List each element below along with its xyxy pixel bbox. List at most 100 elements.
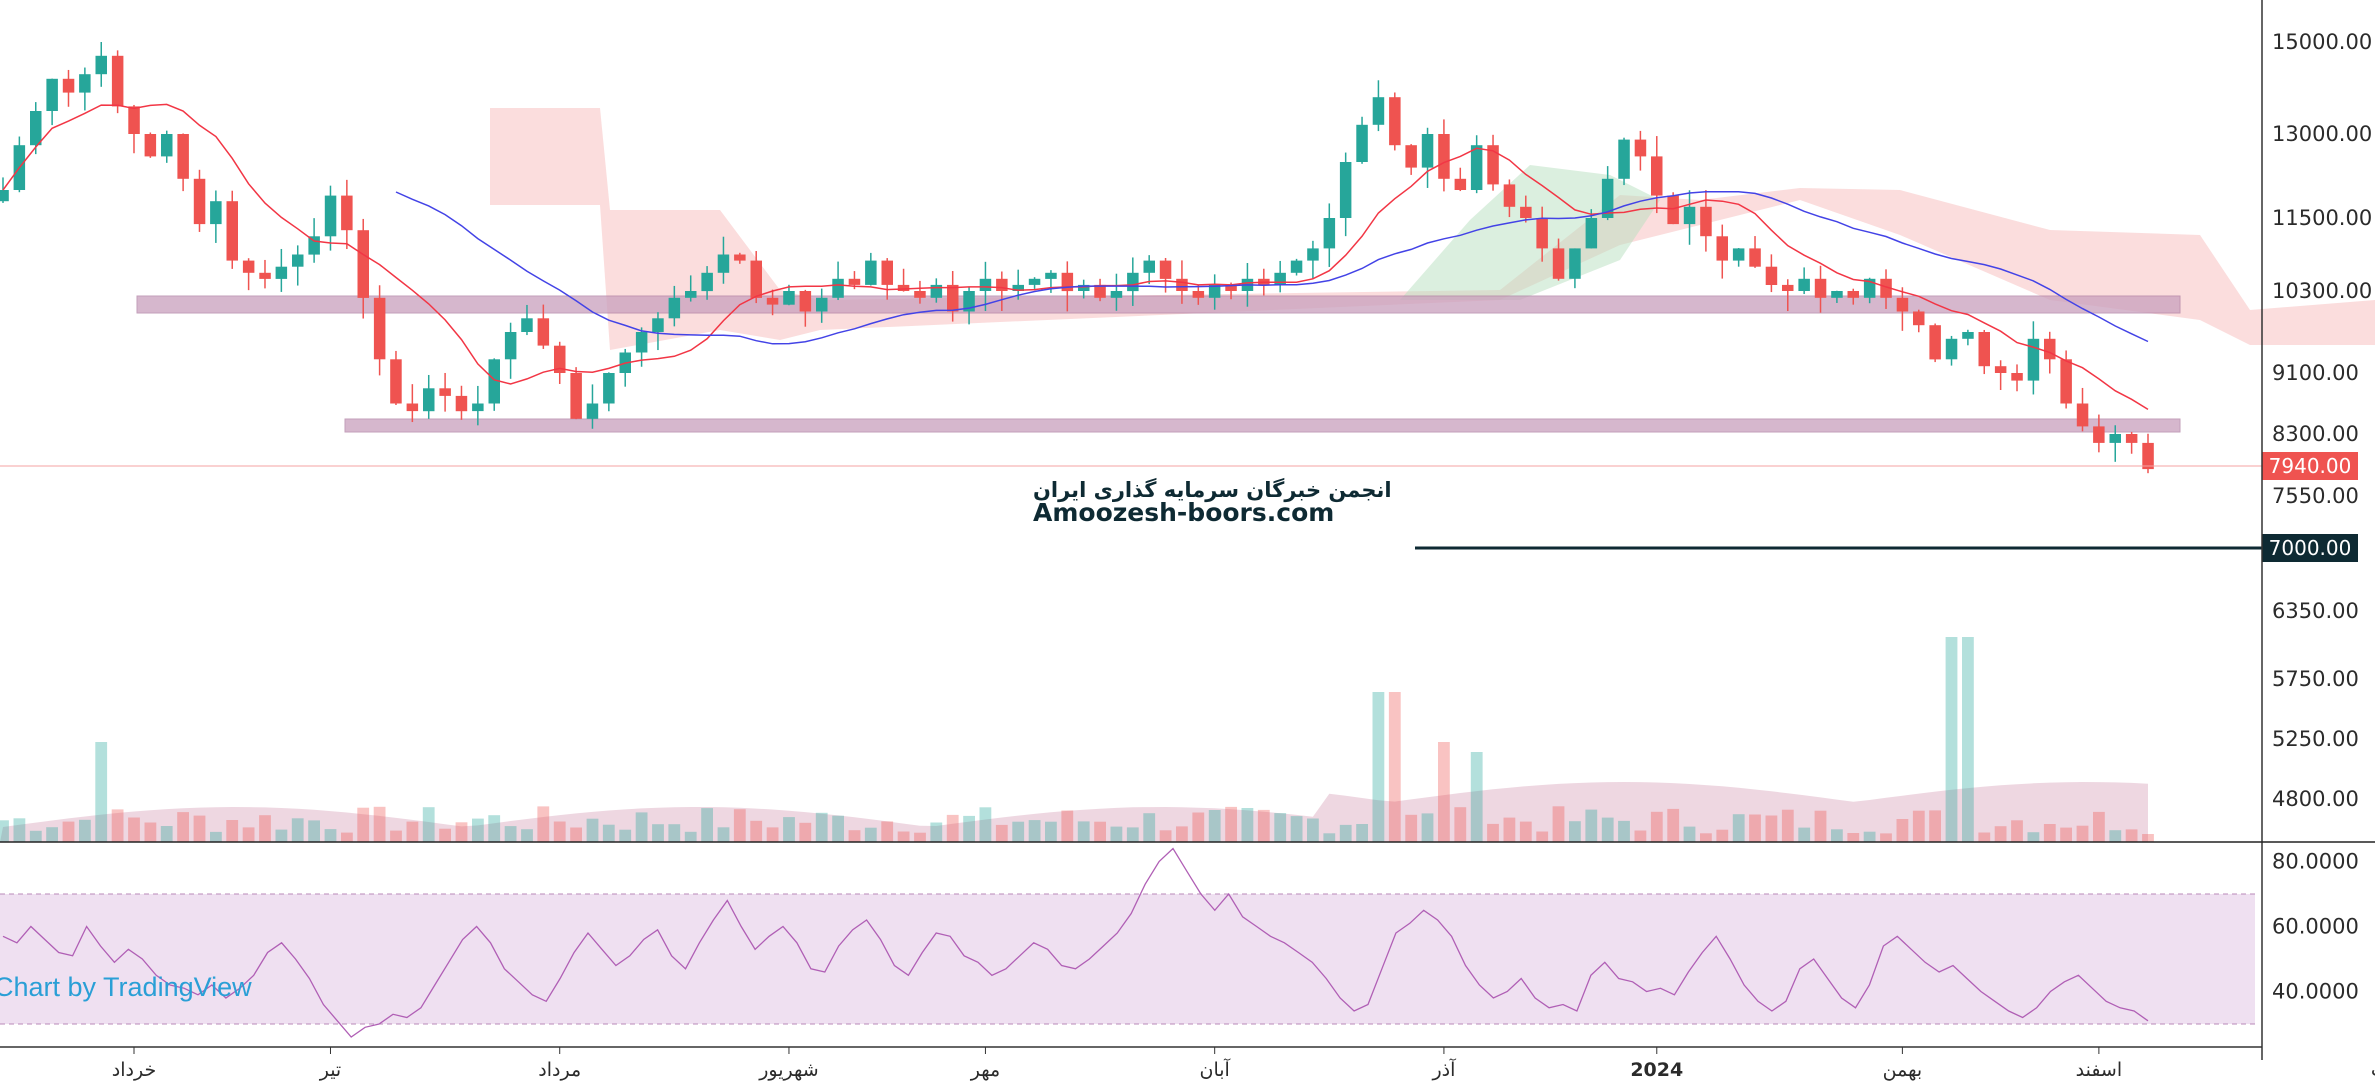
volume-bar — [1945, 637, 1958, 842]
volume-bar — [1962, 637, 1974, 842]
candle-body — [1945, 338, 1958, 360]
volume-bar — [570, 827, 582, 842]
candle-body — [2125, 434, 2138, 443]
volume-bar — [324, 829, 337, 842]
time-tick-label: اردیبهشت — [2371, 1059, 2375, 1081]
candle-body — [1339, 162, 1352, 218]
volume-bar — [242, 827, 255, 842]
candle-body — [1782, 284, 1794, 291]
volume-bar — [504, 826, 517, 842]
candle-body — [2044, 338, 2056, 360]
volume-bar — [488, 815, 501, 842]
candle-body — [1094, 284, 1106, 298]
candle-body — [1176, 278, 1188, 291]
candle-body — [390, 359, 402, 404]
time-tick-label: آذر — [1431, 1057, 1456, 1081]
candle-body — [1487, 145, 1499, 185]
price-tick-label: 6350.00 — [2272, 599, 2359, 623]
candle-body — [1110, 291, 1123, 298]
volume-bar — [1045, 821, 1057, 842]
volume-bar — [29, 830, 42, 842]
volume-bar — [390, 830, 402, 842]
time-tick-label: تیر — [319, 1059, 342, 1081]
volume-bar — [1880, 833, 1892, 842]
time-tick-label: آبان — [1200, 1057, 1231, 1081]
volume-bar — [1552, 806, 1565, 842]
candle-body — [1520, 206, 1532, 218]
volume-bar — [341, 832, 353, 842]
volume-bar — [586, 818, 599, 842]
volume-bar — [1339, 824, 1352, 842]
candle-body — [766, 297, 779, 305]
price-tick-label: 13000.00 — [2272, 122, 2372, 146]
rsi-series-line — [2, 847, 2149, 1038]
volume-bar — [668, 824, 681, 842]
volume-bar — [1454, 807, 1467, 842]
volume-bar — [62, 821, 75, 842]
candle-body — [423, 388, 435, 412]
candle-body — [1618, 139, 1630, 179]
volume-bar — [2027, 832, 2040, 842]
candle-body — [1896, 297, 1909, 312]
tradingview-credit[interactable]: Chart by TradingView — [0, 972, 252, 1002]
candle-body — [1765, 266, 1778, 285]
candle-body — [1913, 311, 1925, 326]
volume-bar — [1634, 830, 1647, 842]
watermark-site: Amoozesh-boors.com — [1033, 498, 1335, 527]
candle-body — [1307, 248, 1319, 261]
candle-body — [1863, 278, 1876, 298]
candle-body — [816, 297, 828, 312]
candle-body — [1470, 145, 1483, 190]
volume-bar — [1749, 814, 1761, 842]
rsi-line — [2, 847, 2149, 1038]
candle-body — [2093, 426, 2105, 443]
candle-body — [1274, 272, 1286, 285]
volume-bar — [799, 822, 812, 842]
candle-body — [1814, 278, 1827, 298]
candle-body — [1192, 291, 1205, 298]
volume-average-area — [0, 782, 2148, 842]
candle-body — [930, 284, 943, 298]
price-tick-label: 9100.00 — [2272, 361, 2359, 385]
candle-body — [1847, 291, 1859, 298]
candle-body — [996, 278, 1008, 291]
volume-bar — [308, 820, 320, 842]
candle-body — [1798, 278, 1810, 291]
volume-bar — [1781, 809, 1794, 842]
candle-body — [685, 291, 697, 298]
candle-body — [848, 278, 861, 285]
candle-body — [1208, 284, 1221, 298]
time-tick-label: اسفند — [2076, 1059, 2123, 1081]
candle-body — [897, 284, 910, 291]
volume-bar — [1126, 827, 1139, 842]
candle-body — [455, 395, 468, 412]
volume-bar — [13, 818, 26, 842]
volume-bar — [537, 806, 550, 842]
volume-bar — [95, 742, 108, 842]
candle-body — [1503, 184, 1516, 207]
volume-bar — [1028, 820, 1041, 842]
candle-body — [914, 291, 926, 298]
volume-bar — [897, 831, 910, 842]
candle-body — [1405, 145, 1417, 168]
volume-bar — [177, 812, 189, 842]
time-tick-label: مرداد — [538, 1059, 581, 1081]
volume-bar — [1519, 821, 1532, 842]
candle-body — [570, 373, 582, 419]
candle-body — [2076, 403, 2089, 427]
volume-bar — [1405, 814, 1418, 842]
volume-bar — [864, 827, 877, 842]
volume-bar — [193, 815, 206, 842]
candle-body — [865, 260, 877, 285]
volume-bar — [1978, 832, 1991, 842]
volume-bar — [2093, 811, 2105, 842]
volume-bar — [1601, 817, 1614, 842]
candle-body — [111, 55, 124, 107]
candle-body — [226, 201, 238, 261]
candle-body — [259, 272, 271, 279]
volume-bar — [1274, 813, 1287, 842]
candle-body — [79, 74, 91, 93]
candle-body — [1028, 278, 1041, 285]
